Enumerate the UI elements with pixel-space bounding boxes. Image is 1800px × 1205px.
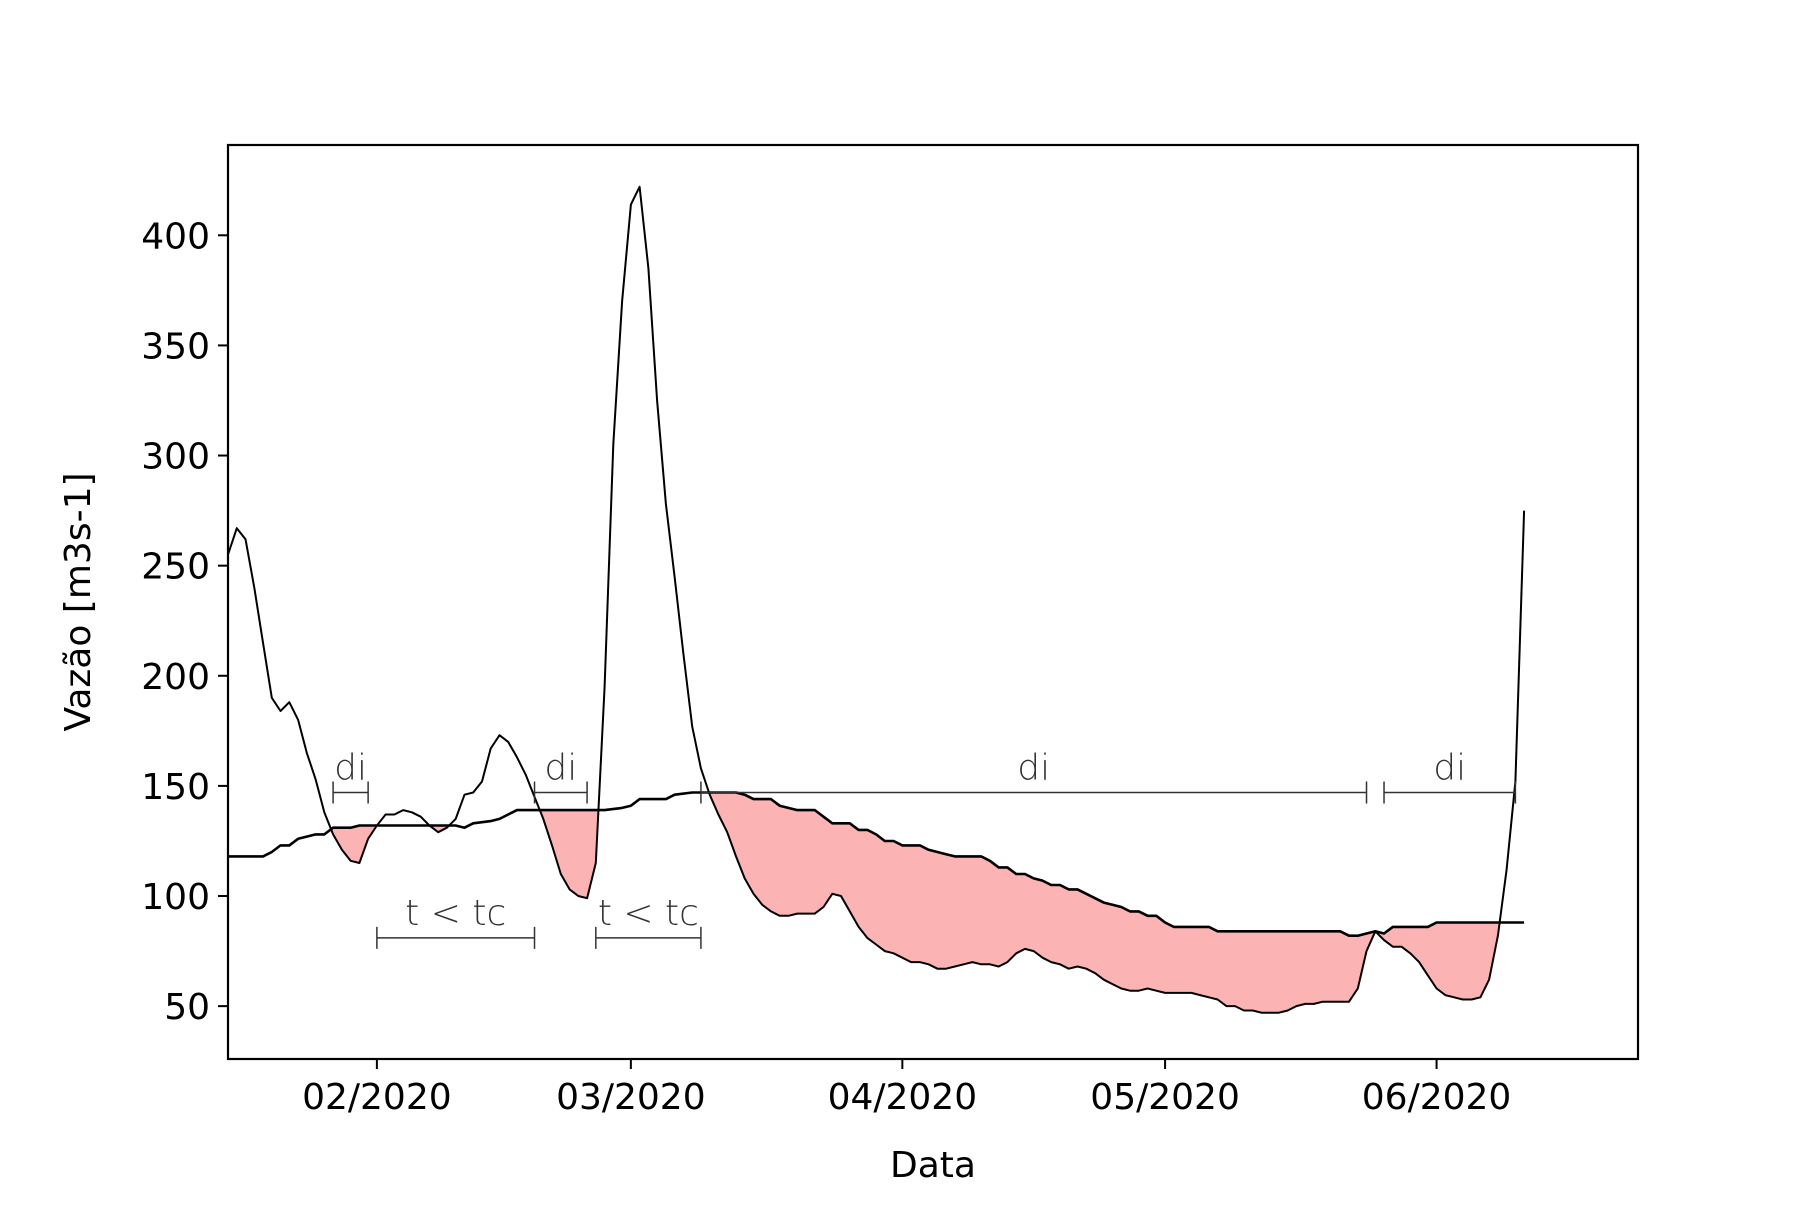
deficit-area-4: [708, 792, 1376, 1013]
x-tick-label: 03/2020: [556, 1077, 706, 1118]
annotation-label: t < tc: [598, 893, 699, 934]
annotation-2: di: [533, 748, 588, 804]
x-tick-label: 06/2020: [1362, 1077, 1512, 1118]
annotation-label: t < tc: [405, 893, 506, 934]
annotation-5: t < tc: [376, 893, 536, 949]
flow-line: [227, 185, 1526, 1014]
annotation-1: di: [332, 748, 369, 804]
y-tick-label: 100: [141, 877, 210, 918]
annotation-label: di: [1017, 748, 1050, 789]
x-axis-title: Data: [890, 1145, 976, 1186]
annotation-label: di: [544, 748, 577, 789]
y-tick-label: 150: [141, 767, 210, 808]
annotation-6: t < tc: [595, 893, 702, 949]
y-tick-label: 300: [141, 437, 210, 478]
deficit-area-1: [331, 825, 377, 863]
annotation-4: di: [1383, 748, 1517, 804]
annotation-layer: di di di di t < tc t < tc: [332, 748, 1517, 949]
y-tick-label: 400: [141, 216, 210, 257]
plot-frame: [226, 143, 1640, 1061]
deficit-fill-layer: [331, 792, 1500, 1013]
deficit-area-5: [1375, 922, 1500, 1000]
x-tick-label: 05/2020: [1090, 1077, 1240, 1118]
y-tick-label: 250: [141, 547, 210, 588]
x-tick-label: 04/2020: [828, 1077, 978, 1118]
y-tick-label: 200: [141, 657, 210, 698]
annotation-label: di: [334, 748, 367, 789]
y-tick-label: 350: [141, 326, 210, 367]
threshold-line: [228, 791, 1525, 938]
y-axis-title: Vazão [m3s-1]: [58, 472, 99, 731]
y-tick-label: 50: [164, 987, 210, 1028]
annotation-label: di: [1433, 748, 1466, 789]
axis-layer: 50 100 150 200 250 300 350 400 02/2020 03/2020 04/…: [141, 143, 1640, 1118]
x-tick-label: 02/2020: [302, 1077, 452, 1118]
deficit-area-3: [539, 810, 599, 899]
deficit-area-2: [429, 825, 450, 833]
annotation-3: di: [700, 748, 1368, 804]
series-line-layer: [227, 185, 1526, 1014]
